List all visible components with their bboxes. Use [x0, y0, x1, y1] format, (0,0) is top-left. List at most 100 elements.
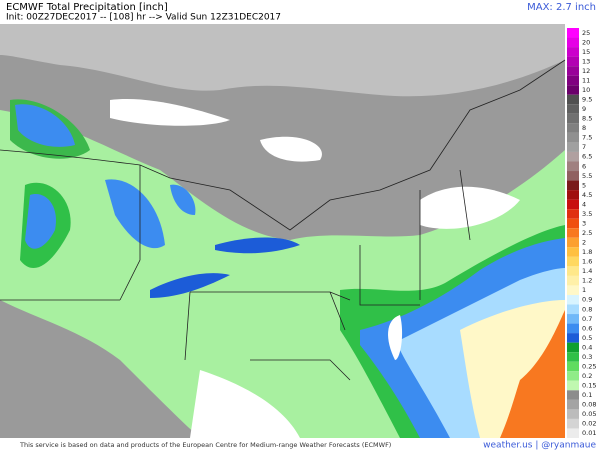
white-patch	[190, 370, 300, 438]
legend-swatch	[567, 314, 579, 324]
legend-label: 11	[582, 76, 590, 84]
legend-label: 5.5	[582, 172, 592, 180]
legend-label: 2.5	[582, 229, 592, 237]
legend-label: 0.8	[582, 305, 592, 313]
legend-swatch	[567, 123, 579, 133]
borders	[0, 59, 566, 381]
footer-bg	[0, 440, 600, 450]
legend-swatch	[567, 409, 579, 419]
legend-label: 0.05	[582, 410, 596, 418]
border-line	[119, 165, 471, 361]
legend-label: 3	[582, 219, 586, 227]
legend-label: 8.5	[582, 115, 592, 123]
legend-label: 0.4	[582, 343, 592, 351]
legend-label: 9.5	[582, 96, 592, 104]
white-patch	[388, 315, 403, 360]
legend-label: 0.01	[582, 429, 596, 437]
legend-label: 7	[582, 143, 586, 151]
legend-swatch	[567, 247, 579, 257]
legend-label: 6	[582, 162, 586, 170]
legend-swatch	[567, 199, 579, 210]
legend-label: 10	[582, 86, 590, 94]
legend-swatch	[567, 256, 579, 267]
legend-swatch	[567, 323, 579, 334]
legend-label: 1.2	[582, 277, 592, 285]
legend-label: 0.5	[582, 334, 592, 342]
legend-label: 25	[582, 29, 590, 37]
orange-region	[500, 310, 565, 438]
blue-blob	[15, 104, 75, 147]
legend-swatch	[567, 294, 579, 305]
white-patch	[110, 99, 230, 126]
legend-label: 4	[582, 200, 586, 208]
map	[0, 24, 566, 438]
blue-blob	[150, 273, 230, 298]
legend-swatch	[567, 56, 579, 67]
legend-label: 0.3	[582, 353, 592, 361]
legend-swatch	[567, 371, 579, 381]
white-patch	[420, 186, 520, 229]
legend-label: 0.2	[582, 372, 592, 380]
legend-swatch	[567, 218, 579, 229]
legend-label: 3.5	[582, 210, 592, 218]
legend-swatch	[567, 361, 579, 372]
legend-swatch	[567, 418, 579, 429]
legend-swatch	[567, 237, 579, 248]
legend-swatch	[567, 151, 579, 162]
legend-swatch	[567, 161, 579, 172]
legend-swatch	[567, 285, 579, 295]
legend-label: 7.5	[582, 134, 592, 142]
border-line	[0, 299, 351, 381]
legend-swatch	[567, 37, 579, 48]
legend-swatch	[567, 304, 579, 315]
legend-label: 1.6	[582, 258, 592, 266]
legend-swatch	[567, 66, 579, 76]
max-label: MAX: 2.7 inch	[527, 2, 596, 13]
legend-label: 0.08	[582, 401, 596, 409]
legend-label: 13	[582, 57, 590, 65]
legend-swatch	[567, 113, 579, 124]
legend-swatch	[567, 104, 579, 114]
blue-blob	[215, 237, 300, 254]
gray-band	[0, 300, 200, 438]
legend-label: 8	[582, 124, 586, 132]
header-bg	[0, 0, 600, 23]
legend-swatch	[567, 399, 579, 410]
legend-label: 0.02	[582, 420, 596, 428]
legend-swatch	[567, 190, 579, 200]
legend-swatch	[567, 275, 579, 286]
legend-swatch	[567, 390, 579, 400]
legend-swatch	[567, 28, 579, 38]
legend-swatch	[567, 352, 579, 362]
legend-swatch	[567, 333, 579, 343]
legend-label: 0.6	[582, 324, 592, 332]
legend-label: 12	[582, 67, 590, 75]
legend-label: 1.8	[582, 248, 592, 256]
blue-blob	[170, 184, 196, 215]
legend-swatch	[567, 228, 579, 238]
legend-label: 2	[582, 239, 586, 247]
legend-label: 0.7	[582, 315, 592, 323]
legend-label: 4.5	[582, 191, 592, 199]
legend-swatch	[567, 142, 579, 152]
legend-label: 0.25	[582, 362, 596, 370]
legend-swatch	[567, 180, 579, 191]
legend-swatch	[567, 428, 579, 438]
legend-label: 6.5	[582, 153, 592, 161]
legend-label: 9	[582, 105, 586, 113]
footer-note: This service is based on data and produc…	[19, 441, 391, 449]
init-line: Init: 00Z27DEC2017 -- [108] hr --> Valid…	[6, 13, 281, 23]
legend-swatch	[567, 75, 579, 86]
footer-credit: weather.us | @ryanmaue	[483, 441, 596, 451]
legend-label: 20	[582, 38, 590, 46]
legend-swatch	[567, 85, 579, 95]
legend-swatch	[567, 132, 579, 143]
legend-swatch	[567, 94, 579, 105]
legend-swatch	[567, 380, 579, 391]
legend-label: 0.1	[582, 391, 592, 399]
blue-blob	[25, 194, 56, 249]
blue-blob	[105, 179, 165, 249]
white-patch	[260, 136, 322, 162]
legend-swatch	[567, 266, 579, 276]
